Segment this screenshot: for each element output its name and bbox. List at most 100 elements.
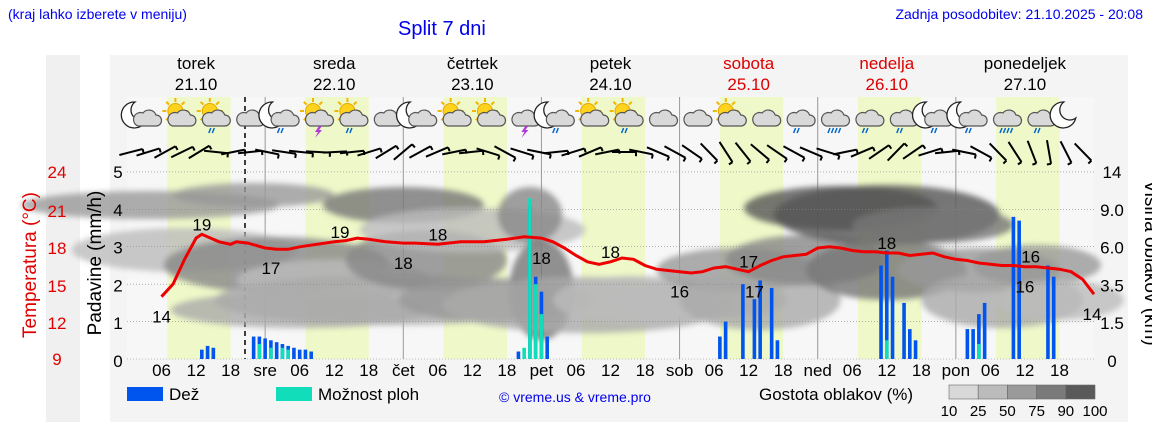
day-date: 21.10 <box>175 75 218 94</box>
rain-drop <box>861 127 866 134</box>
x-tick: 06 <box>705 361 724 380</box>
wind-barb <box>699 142 719 162</box>
wind-barb-flag <box>888 144 893 150</box>
wind-barb-flag <box>447 146 451 152</box>
rain-bar <box>251 336 256 359</box>
rain-bar <box>741 284 745 359</box>
wind-barb <box>458 149 484 155</box>
rain-bar <box>309 351 313 359</box>
cloud-height-tick: 0 <box>1107 352 1116 371</box>
wind-barb-flag <box>600 146 604 152</box>
sun-cloud-icon <box>575 98 610 127</box>
moon-shape <box>1049 101 1077 129</box>
wind-barb <box>153 145 177 159</box>
rain-bar <box>1011 216 1016 359</box>
rain-drop <box>934 127 938 134</box>
sun-ray <box>593 101 599 106</box>
x-tick: 06 <box>981 361 1000 380</box>
cloud-heavy-rain-icon <box>820 109 851 134</box>
sun-ray <box>715 101 721 106</box>
wind-barb-flag <box>922 144 927 150</box>
shower-bar <box>977 344 981 359</box>
cloud-density-blob <box>173 183 335 207</box>
sun-cloud-icon <box>162 98 197 127</box>
rain-bar <box>971 329 975 359</box>
cloud-shape <box>304 109 335 127</box>
wind-barb <box>237 149 263 155</box>
moon-cloud-rain-icon <box>533 101 575 134</box>
temp-tick: 12 <box>48 314 67 333</box>
cloud-rain-icon <box>786 109 816 134</box>
rain-drop <box>349 127 353 134</box>
wind-barb-flag <box>903 142 909 148</box>
density-tick: 50 <box>999 403 1016 420</box>
sun-ray <box>578 101 583 106</box>
day-date: 23.10 <box>451 75 494 94</box>
wind-barb-flag <box>650 154 654 159</box>
wind-barb <box>188 144 210 160</box>
moon-cloud-rain-icon <box>946 101 988 134</box>
wind-barb <box>663 145 687 159</box>
wind-barb-flag <box>429 145 434 151</box>
wind-barb-flag <box>1046 162 1052 166</box>
wind-barb <box>375 144 397 160</box>
shower-bar <box>522 347 526 359</box>
cloud-shape <box>132 109 163 127</box>
rain-bar <box>718 336 722 359</box>
wind-barb <box>476 147 500 157</box>
wind-barb <box>902 144 924 160</box>
sun-ray <box>318 101 323 106</box>
temperature-axis-label: Temperatura (°C) <box>20 192 41 338</box>
wind-barb-flag <box>1017 161 1023 166</box>
x-tick: 18 <box>636 361 655 380</box>
cloud-height-axis-label: Višina oblakov (km) <box>1140 180 1152 345</box>
wind-barb <box>271 149 297 155</box>
shower-bar <box>884 340 889 359</box>
moon-icon <box>1049 101 1077 129</box>
cloud-shape <box>786 109 816 127</box>
temperature-label: 18 <box>428 225 447 244</box>
wind-barb-flag <box>819 156 823 161</box>
sun-ray <box>303 101 308 106</box>
temperature-label: 14 <box>1083 305 1102 324</box>
sun-cloud-rain-icon <box>334 98 369 134</box>
wind-barb <box>339 149 365 155</box>
wind-barb <box>543 149 569 155</box>
rain-drop <box>837 127 842 134</box>
rain-bar <box>1017 220 1021 359</box>
wind-barb <box>646 146 670 158</box>
wind-barb-flag <box>1032 162 1037 166</box>
wind-barb-flag <box>801 157 806 162</box>
cloud-density-blob <box>852 207 1014 243</box>
cloud-density-blob <box>971 245 1101 285</box>
wind-barb <box>988 142 1008 162</box>
wind-barb-flag <box>666 156 670 161</box>
sun-ray <box>181 101 186 106</box>
x-tick: 12 <box>601 361 620 380</box>
cloud-density-swatch <box>1036 384 1067 400</box>
rain-bar <box>516 351 521 359</box>
rain-bar <box>1046 265 1050 359</box>
density-tick: 75 <box>1028 403 1045 420</box>
wind-barb <box>288 149 314 155</box>
sun-ray <box>490 101 495 106</box>
day-name: sobota <box>723 54 775 73</box>
location-hint-link[interactable]: (kraj lahko izberete v meniju) <box>8 6 187 22</box>
day-name: torek <box>177 54 215 73</box>
weather-icons-row <box>120 98 1077 138</box>
x-tick: 18 <box>1050 361 1069 380</box>
temp-tick: 15 <box>48 277 67 296</box>
rain-drop <box>280 127 284 134</box>
temperature-label: 18 <box>601 243 620 262</box>
shower-bar <box>269 347 273 359</box>
wind-barb <box>322 150 348 154</box>
rain-bar <box>977 314 981 359</box>
cloud-shape <box>442 109 472 127</box>
cloud-shape <box>683 109 713 127</box>
rain-drop <box>624 127 628 134</box>
x-tick: 06 <box>290 361 309 380</box>
cloud-shape <box>855 109 885 127</box>
rain-drop <box>552 127 556 134</box>
wind-barb <box>493 145 517 159</box>
cloud-height-tick: 9.0 <box>1100 201 1124 220</box>
